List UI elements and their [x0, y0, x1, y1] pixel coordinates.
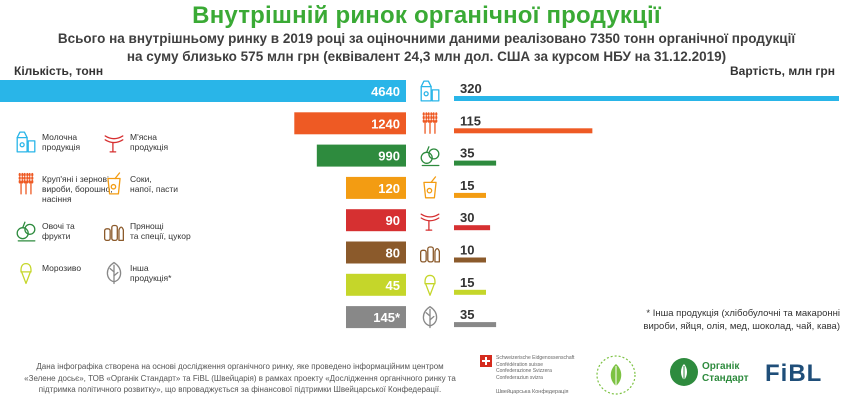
value-bar: [454, 128, 593, 134]
value-bar: [454, 192, 486, 198]
quantity-label: 80: [386, 246, 400, 261]
leaf-icon: [106, 261, 122, 285]
quantity-label: 4640: [371, 84, 400, 99]
quantity-bar: [346, 209, 406, 232]
fibl-logo: FiBL: [765, 360, 823, 387]
value-label: 10: [460, 243, 474, 258]
legend-label: Прянощі та спеції, цукор: [130, 221, 191, 241]
value-label: 15: [460, 178, 474, 193]
value-bar: [454, 322, 497, 328]
quantity-label: 45: [386, 278, 400, 293]
spices-icon: [419, 246, 440, 263]
icecream-icon: [20, 263, 32, 285]
sausage-icon: [420, 213, 440, 231]
value-bar: [454, 160, 497, 166]
value-label: 30: [460, 210, 474, 225]
organic-standard-text: Органік Стандарт: [702, 361, 749, 384]
legend-label: Круп'яні і зернові вироби, борошно, насі…: [42, 174, 113, 204]
zelene-dosie-logo: [596, 355, 636, 395]
quantity-label: 1240: [371, 116, 400, 131]
legend-label: М'ясна продукція: [130, 132, 169, 152]
quantity-label: 990: [378, 149, 400, 164]
juice-icon: [423, 176, 437, 199]
quantity-label: 90: [386, 213, 400, 228]
juice-icon: [107, 172, 121, 195]
quantity-bar: [316, 144, 406, 167]
quantity-label: 145*: [373, 310, 401, 325]
subtitle-line-1: Всього на внутрішньому ринку в 2019 році…: [57, 31, 796, 46]
value-bar: [454, 257, 486, 263]
value-bar: [454, 225, 491, 231]
subtitle-line-2: на суму близько 575 млн грн (еквівалент …: [126, 49, 727, 64]
value-bar: [454, 96, 839, 101]
bar-chart: 4640 320 1240 115 990 35 120 15 90 30 80 10 45 15 145*…: [0, 80, 839, 329]
quantity-bar: [0, 80, 406, 102]
value-label: 35: [460, 307, 474, 322]
value-bar: [454, 289, 486, 295]
footnote: * Інша продукція (хлібобулочні та макаро…: [643, 308, 840, 332]
legend-label: Морозиво: [42, 263, 82, 273]
legend-label: Соки, напої, пасти: [130, 174, 179, 194]
value-label: 35: [460, 146, 474, 161]
quantity-bar: [346, 176, 406, 199]
footer-text: Дана інфографіка створена на основі досл…: [24, 362, 456, 394]
swiss-text: Schweizerische Eidgenossenschaft Confédé…: [496, 355, 575, 381]
value-label: 15: [460, 275, 474, 290]
legend-label: Овочі та фрукти: [42, 221, 75, 241]
value-label: 115: [460, 113, 481, 128]
quantity-bar: [346, 241, 406, 264]
right-axis-label: Вартість, млн грн: [730, 64, 835, 78]
vegetables-icon: [420, 146, 440, 167]
legend-label: Інша продукція*: [130, 263, 172, 283]
organic-standard-circle-icon: [670, 358, 698, 386]
left-axis-label: Кількість, тонн: [14, 64, 104, 78]
quantity-bar: [346, 306, 406, 329]
swiss-sub: Швейцарська Конфедерація: [496, 389, 569, 395]
legend-label: Молочна продукція: [42, 132, 81, 152]
quantity-bar: [294, 112, 406, 135]
quantity-bar: [346, 273, 406, 296]
grain-icon: [18, 172, 34, 195]
vegetables-icon: [16, 221, 36, 242]
icecream-icon: [424, 274, 436, 296]
leaf-icon: [422, 306, 438, 329]
milk-icon: [16, 131, 36, 153]
spices-icon: [103, 224, 124, 242]
milk-icon: [420, 80, 440, 102]
sausage-icon: [104, 135, 124, 153]
grain-icon: [422, 112, 438, 134]
swiss-flag-icon: [480, 355, 492, 367]
page-title: Внутрішній ринок органічної продукції: [192, 2, 661, 29]
quantity-label: 120: [378, 181, 400, 196]
value-label: 320: [460, 81, 482, 96]
